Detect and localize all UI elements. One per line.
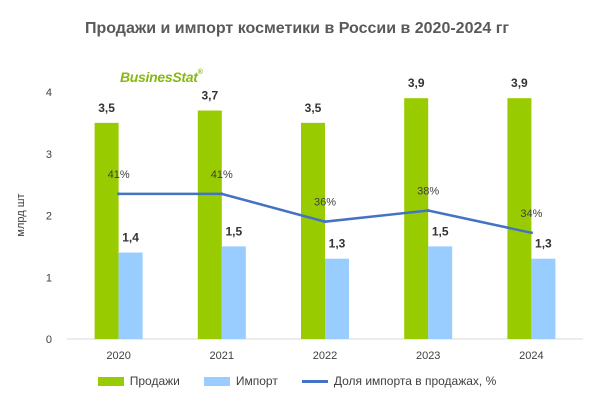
legend-label-sales: Продажи <box>129 374 180 388</box>
legend-label-share: Доля импорта в продажах, % <box>333 374 497 388</box>
chart-bars <box>94 98 556 340</box>
data-label-import: 1,3 <box>535 237 552 251</box>
bar-import <box>531 258 556 339</box>
bar-sales <box>507 98 532 339</box>
y-tick-label: 1 <box>46 272 52 284</box>
data-label-sales: 3,7 <box>201 89 218 103</box>
chart-axes: 0 1 2 3 4 млрд шт 2020 2021 2022 2023 2024 <box>15 87 583 362</box>
chart-legend: Продажи Импорт Доля импорта в продажах, … <box>0 374 594 388</box>
data-label-share: 41% <box>211 169 233 181</box>
data-label-share: 34% <box>520 208 542 220</box>
data-label-sales: 3,9 <box>511 76 528 90</box>
y-axis-label: млрд шт <box>15 193 27 236</box>
bar-sales <box>301 122 325 339</box>
y-tick-label: 4 <box>46 87 52 99</box>
legend-swatch-sales <box>97 376 124 386</box>
x-tick-label: 2023 <box>416 350 440 362</box>
logo-text: BusinesStat <box>120 69 198 85</box>
data-label-import: 1,3 <box>329 237 346 251</box>
data-label-sales: 3,5 <box>98 101 115 115</box>
y-tick-label: 0 <box>46 334 52 346</box>
bar-sales <box>404 98 429 339</box>
data-label-import: 1,5 <box>432 224 449 238</box>
chart-line-series <box>117 192 533 235</box>
bar-import <box>428 246 453 339</box>
x-tick-label: 2022 <box>313 350 337 362</box>
x-tick-label: 2021 <box>210 350 234 362</box>
bar-import <box>118 252 143 339</box>
bar-sales <box>197 110 222 340</box>
point-share <box>323 220 327 224</box>
legend-item-sales: Продажи <box>97 374 180 388</box>
y-tick-label: 2 <box>46 211 52 223</box>
data-label-sales: 3,5 <box>305 101 322 115</box>
data-label-import: 1,4 <box>122 231 139 245</box>
logo-registered-mark: ® <box>197 69 203 76</box>
x-tick-label: 2024 <box>519 350 543 362</box>
bar-import <box>221 246 246 339</box>
data-label-import: 1,5 <box>225 224 242 238</box>
chart-data-labels: 3,5 1,4 3,7 1,5 3,5 1,3 3,9 1,5 3,9 1,3 41% 41% 36% 3… <box>98 76 552 251</box>
chart-title: Продажи и импорт косметики в России в 20… <box>84 20 510 37</box>
legend-swatch-share <box>301 379 328 383</box>
legend-label-import: Импорт <box>235 374 278 388</box>
data-label-share: 38% <box>417 186 439 198</box>
point-share <box>426 209 430 213</box>
legend-item-import: Импорт <box>203 374 278 388</box>
point-share <box>117 192 121 196</box>
data-label-share: 36% <box>314 197 336 209</box>
legend-swatch-import <box>203 376 230 386</box>
x-tick-label: 2020 <box>106 350 130 362</box>
businesstat-logo: BusinesStat® <box>120 69 203 85</box>
data-label-share: 41% <box>108 169 130 181</box>
point-share <box>220 192 224 196</box>
y-tick-label: 3 <box>46 149 52 161</box>
legend-item-share: Доля импорта в продажах, % <box>301 374 497 388</box>
bar-sales <box>94 122 119 339</box>
point-share <box>529 231 533 235</box>
data-label-sales: 3,9 <box>408 76 425 90</box>
bar-import <box>325 258 349 339</box>
